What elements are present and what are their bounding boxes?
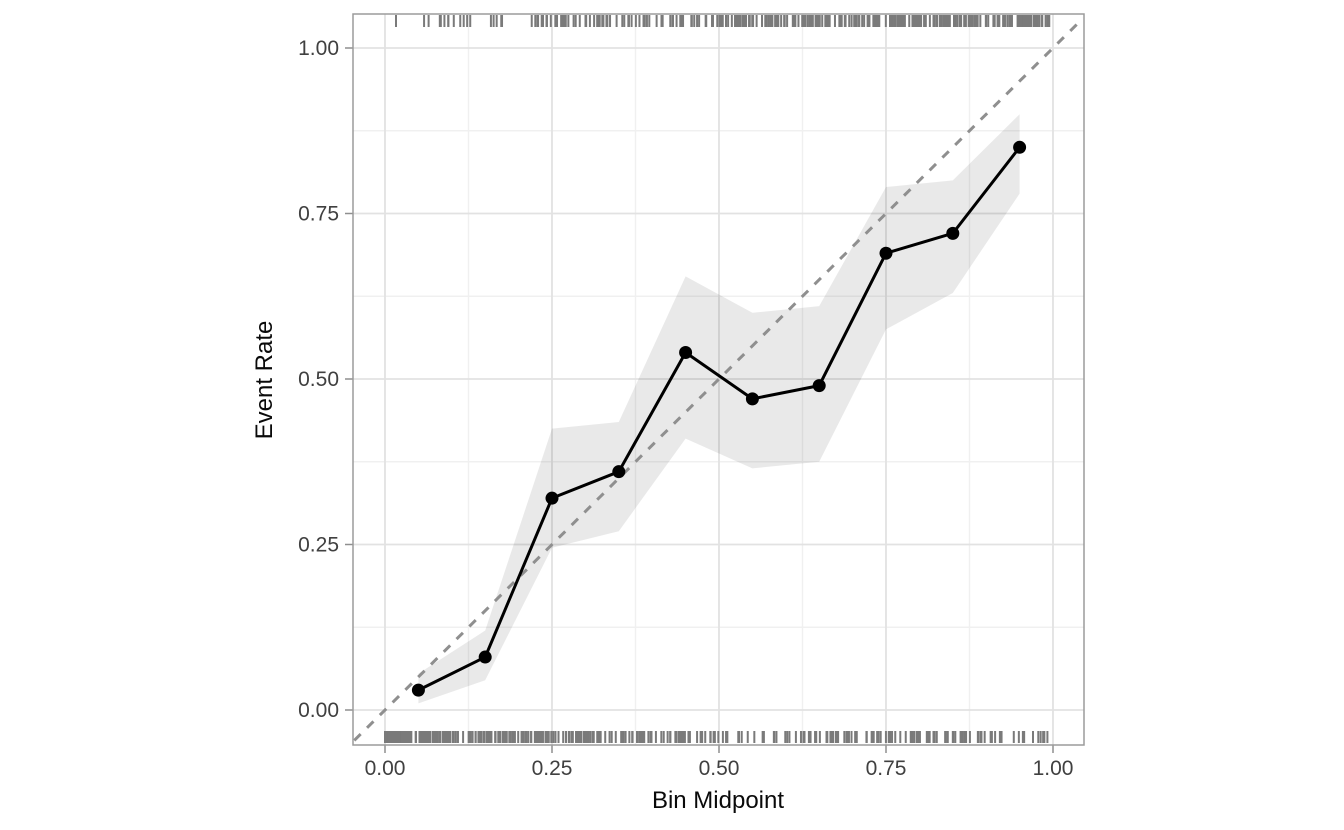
data-point xyxy=(946,226,960,240)
y-tick-label: 0.75 xyxy=(298,203,339,226)
data-point xyxy=(879,246,893,260)
x-axis-title: Bin Midpoint xyxy=(652,787,784,814)
series-layer xyxy=(411,140,1027,697)
grid-major-layer xyxy=(353,14,1084,745)
y-tick-label: 1.00 xyxy=(298,37,339,60)
data-point xyxy=(745,392,759,406)
y-tick-label: 0.00 xyxy=(298,699,339,722)
axes-layer: 0.00 0.25 0.50 0.75 1.00 0.00 0.25 0.50 0.75 1.00 xyxy=(298,37,1073,780)
x-tick-label: 0.75 xyxy=(866,757,907,780)
y-tick-label: 0.25 xyxy=(298,534,339,557)
confidence-band xyxy=(418,114,1020,704)
ribbon-layer xyxy=(418,114,1020,704)
data-point xyxy=(1013,140,1027,154)
data-point xyxy=(679,346,693,360)
data-point xyxy=(411,683,425,697)
data-point xyxy=(612,465,626,479)
rug-layer xyxy=(384,15,1051,743)
calibration-line xyxy=(416,145,1022,692)
x-tick-label: 1.00 xyxy=(1033,757,1074,780)
y-tick-label: 0.50 xyxy=(298,368,339,391)
data-point xyxy=(812,379,826,393)
x-tick-label: 0.25 xyxy=(532,757,573,780)
plot-panel-border xyxy=(352,13,1085,746)
x-tick-label: 0.50 xyxy=(699,757,740,780)
x-tick-label: 0.00 xyxy=(365,757,406,780)
data-point xyxy=(478,650,492,664)
data-point xyxy=(545,491,559,505)
y-axis-title: Event Rate xyxy=(251,321,278,440)
